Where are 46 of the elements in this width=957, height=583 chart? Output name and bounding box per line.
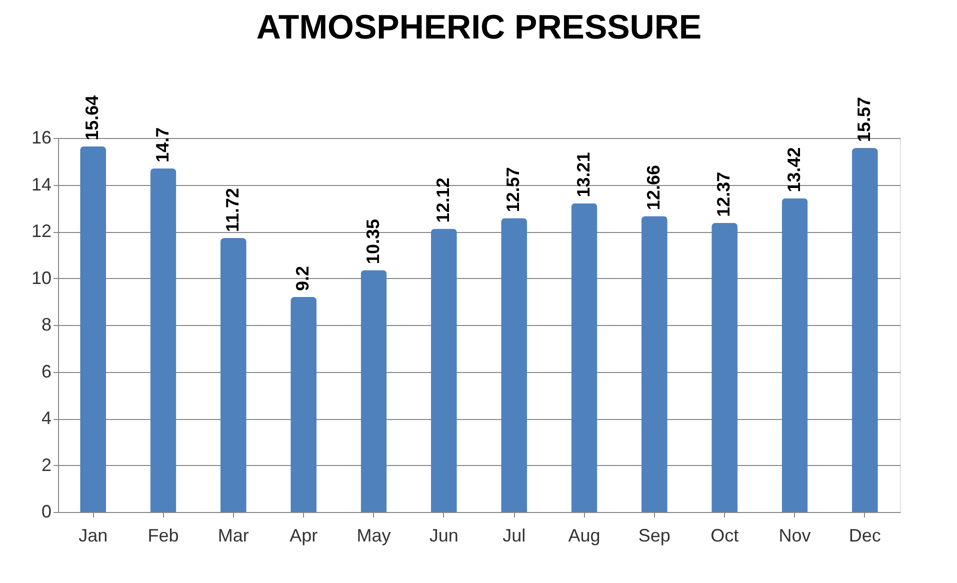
bar: [360, 270, 387, 512]
y-tick-label: 16: [31, 128, 52, 148]
data-label: 13.42: [784, 147, 804, 192]
data-label: 12.57: [503, 167, 524, 212]
y-tick-label: 8: [41, 314, 52, 334]
bar: [501, 218, 528, 512]
data-label: 14.7: [152, 127, 172, 162]
data-label: 9.2: [292, 266, 313, 291]
bar: [712, 222, 738, 512]
data-label: 15.57: [854, 97, 874, 142]
y-tick-label: 0: [41, 502, 52, 522]
data-label: 12.66: [643, 165, 664, 210]
y-tick-label: 4: [41, 408, 52, 428]
bar: [641, 216, 668, 512]
y-tick-label: 2: [41, 454, 52, 475]
bar: [571, 203, 598, 512]
bar: [430, 228, 457, 512]
bar: [220, 238, 246, 512]
y-tick-label: 6: [41, 361, 52, 382]
x-tick-label: Jun: [429, 526, 458, 546]
x-tick-label: Sep: [638, 526, 670, 546]
x-tick-label: Aug: [568, 526, 600, 546]
x-tick-label: Oct: [710, 526, 739, 546]
x-tick-label: Mar: [218, 526, 249, 546]
bar: [80, 146, 106, 512]
x-tick-label: Apr: [290, 526, 318, 546]
bar: [852, 148, 878, 512]
y-tick-label: 10: [31, 268, 52, 288]
x-tick-label: May: [356, 526, 391, 546]
x-tick-label: Jul: [502, 526, 526, 546]
data-label: 12.12: [432, 178, 453, 223]
bar: [150, 168, 176, 512]
data-label: 12.37: [714, 172, 734, 217]
y-tick-label: 12: [31, 221, 52, 241]
data-label: 10.35: [362, 219, 383, 264]
x-tick-label: Feb: [148, 526, 179, 546]
chart-title: ATMOSPHERIC PRESSURE: [256, 8, 702, 46]
x-tick-label: Jan: [78, 526, 108, 546]
x-tick-label: Nov: [778, 526, 811, 546]
bar: [290, 296, 317, 512]
data-label: 11.72: [222, 188, 242, 232]
data-label: 13.21: [573, 152, 594, 198]
bar: [782, 198, 808, 512]
data-label: 15.64: [82, 95, 102, 140]
y-tick-label: 14: [31, 174, 52, 194]
x-tick-label: Dec: [848, 526, 881, 546]
